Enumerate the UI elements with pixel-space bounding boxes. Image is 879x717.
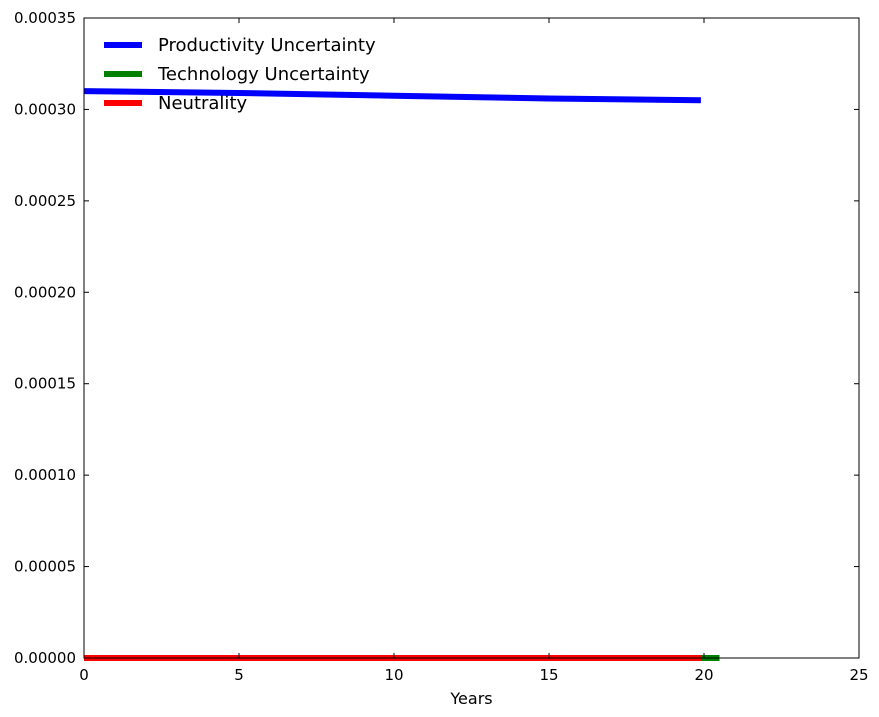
- x-axis-label: Years: [449, 689, 492, 708]
- legend-item: Technology Uncertainty: [104, 64, 370, 85]
- y-tick-label: 0.00030: [14, 100, 76, 118]
- y-tick-label: 0.00035: [14, 9, 76, 27]
- x-tick-label: 10: [384, 666, 403, 684]
- legend-item: Neutrality: [104, 93, 247, 114]
- plot-frame: [83, 17, 860, 659]
- series-layer: [83, 88, 720, 661]
- x-tick-label: 5: [234, 666, 244, 684]
- y-tick-label: 0.00015: [14, 375, 76, 393]
- series-line-1: [83, 88, 701, 104]
- x-tick-label: 0: [79, 666, 89, 684]
- y-tick-label: 0.00010: [14, 466, 76, 484]
- y-tick-label: 0.00025: [14, 192, 76, 210]
- legend-label: Technology Uncertainty: [157, 64, 370, 85]
- legend-label: Productivity Uncertainty: [158, 35, 376, 56]
- y-tick-label: 0.00005: [14, 558, 76, 576]
- y-tick-label: 0.00020: [14, 283, 76, 301]
- legend-label: Neutrality: [158, 93, 247, 114]
- legend-item: Productivity Uncertainty: [104, 35, 376, 56]
- legend: Productivity Uncertainty Technology Uncer…: [104, 35, 376, 114]
- x-tick-label: 15: [539, 666, 558, 684]
- x-tick-label: 25: [849, 666, 868, 684]
- ticks-layer: 0 5 10 15 20 25 0.00000 0.00005 0.00010 0.00015 0.…: [14, 9, 869, 684]
- y-tick-label: 0.00000: [14, 649, 76, 667]
- x-tick-label: 20: [694, 666, 713, 684]
